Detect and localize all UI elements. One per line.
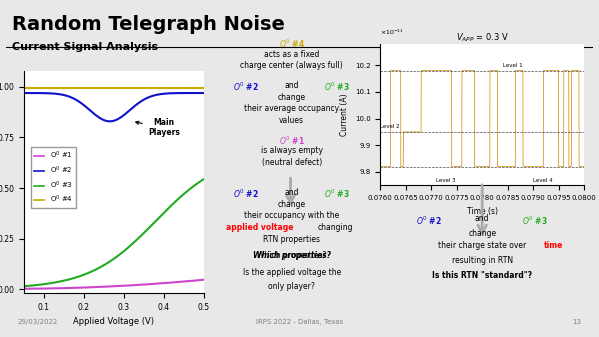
Text: Current Signal Analysis: Current Signal Analysis xyxy=(12,42,158,52)
O$^0$ #2 xyxy=(200,91,207,95)
O$^0$ #3 xyxy=(21,284,28,288)
X-axis label: Time (s): Time (s) xyxy=(467,207,498,216)
Text: their charge state over: their charge state over xyxy=(438,241,527,250)
Legend: O$^0$ #1, O$^0$ #2, O$^0$ #3, O$^0$ #4: O$^0$ #1, O$^0$ #2, O$^0$ #3, O$^0$ #4 xyxy=(31,147,75,208)
Text: changing: changing xyxy=(317,223,353,232)
Line: O$^0$ #3: O$^0$ #3 xyxy=(24,179,204,286)
O$^0$ #1 xyxy=(21,287,28,291)
Text: Is the applied voltage the: Is the applied voltage the xyxy=(243,268,341,277)
O$^0$ #2 xyxy=(128,106,135,111)
Text: Level 4: Level 4 xyxy=(533,178,553,183)
O$^0$ #2 xyxy=(131,104,138,108)
O$^0$ #3 xyxy=(183,189,190,193)
Text: IRPS 2022 - Dallas, Texas: IRPS 2022 - Dallas, Texas xyxy=(256,319,343,325)
O$^0$ #1 xyxy=(127,283,134,287)
O$^0$ #2 xyxy=(184,91,191,95)
Text: change: change xyxy=(278,93,305,102)
Text: charge center (always full): charge center (always full) xyxy=(240,61,343,70)
Line: O$^0$ #2: O$^0$ #2 xyxy=(24,93,204,121)
Text: $O^0$ #2: $O^0$ #2 xyxy=(234,81,259,93)
O$^0$ #4 xyxy=(200,86,207,90)
Text: $\times10^{-11}$: $\times10^{-11}$ xyxy=(380,27,404,37)
O$^0$ #4 xyxy=(128,86,135,90)
Text: RTN properties: RTN properties xyxy=(263,235,320,244)
Text: values: values xyxy=(279,116,304,125)
Text: $O^0$ #2: $O^0$ #2 xyxy=(234,188,259,200)
Text: (neutral defect): (neutral defect) xyxy=(262,158,322,167)
Text: applied voltage: applied voltage xyxy=(226,223,293,232)
O$^0$ #2 xyxy=(20,91,28,95)
O$^0$ #4 xyxy=(20,86,28,90)
O$^0$ #4 xyxy=(183,86,190,90)
Text: $O^0$ #3: $O^0$ #3 xyxy=(324,81,350,93)
Text: 29/03/2022: 29/03/2022 xyxy=(18,319,58,325)
Text: Which properties?: Which properties? xyxy=(257,251,326,261)
Text: Main
Players: Main Players xyxy=(136,118,180,137)
O$^0$ #4 xyxy=(131,86,138,90)
O$^0$ #1 xyxy=(131,283,138,287)
O$^0$ #4 xyxy=(127,86,134,90)
O$^0$ #1 xyxy=(20,287,28,291)
O$^0$ #3 xyxy=(20,284,28,288)
O$^0$ #3 xyxy=(128,243,135,247)
O$^0$ #2 xyxy=(128,107,135,111)
O$^0$ #3 xyxy=(200,177,207,181)
Text: their occupancy with the: their occupancy with the xyxy=(244,211,340,220)
X-axis label: Applied Voltage (V): Applied Voltage (V) xyxy=(73,317,155,327)
Text: and: and xyxy=(285,81,299,90)
Text: $O^0$ #2: $O^0$ #2 xyxy=(416,214,442,226)
Text: their average occupancy: their average occupancy xyxy=(244,104,339,114)
Text: and: and xyxy=(475,214,489,223)
Text: $O^0$ #3: $O^0$ #3 xyxy=(324,188,350,200)
Text: $O^0$ #1: $O^0$ #1 xyxy=(279,134,305,147)
O$^0$ #4 xyxy=(172,86,179,90)
O$^0$ #1 xyxy=(200,278,207,282)
Text: acts as a fixed: acts as a fixed xyxy=(264,50,319,59)
O$^0$ #3 xyxy=(127,244,134,248)
Text: $O^0$ #4: $O^0$ #4 xyxy=(279,38,305,50)
O$^0$ #2 xyxy=(106,119,113,123)
Text: Which properties?: Which properties? xyxy=(253,251,331,261)
Line: O$^0$ #1: O$^0$ #1 xyxy=(24,280,204,289)
O$^0$ #2 xyxy=(21,91,28,95)
Text: 13: 13 xyxy=(572,319,581,325)
Text: Random Telegraph Noise: Random Telegraph Noise xyxy=(12,15,285,34)
O$^0$ #1 xyxy=(172,280,179,284)
Text: only player?: only player? xyxy=(268,282,315,291)
Text: change: change xyxy=(468,229,496,238)
O$^0$ #3 xyxy=(131,240,138,244)
Text: and: and xyxy=(285,188,299,197)
Text: Level 3: Level 3 xyxy=(436,178,456,183)
Text: change: change xyxy=(278,200,305,209)
O$^0$ #1 xyxy=(183,279,190,283)
Title: $V_{APP}$ = 0.3 V: $V_{APP}$ = 0.3 V xyxy=(456,31,509,44)
Text: Level 1: Level 1 xyxy=(503,63,522,68)
Text: Is this RTN "standard"?: Is this RTN "standard"? xyxy=(432,272,533,280)
O$^0$ #2 xyxy=(173,91,180,95)
Text: time: time xyxy=(544,241,563,250)
Text: Level 2: Level 2 xyxy=(380,124,400,129)
O$^0$ #3 xyxy=(172,200,179,204)
O$^0$ #4 xyxy=(21,86,28,90)
Text: resulting in RTN: resulting in RTN xyxy=(452,256,513,265)
O$^0$ #1 xyxy=(128,283,135,287)
Text: is always empty: is always empty xyxy=(261,146,323,155)
Y-axis label: Current (A): Current (A) xyxy=(340,93,349,136)
Text: $O^0$ #3: $O^0$ #3 xyxy=(522,214,548,226)
